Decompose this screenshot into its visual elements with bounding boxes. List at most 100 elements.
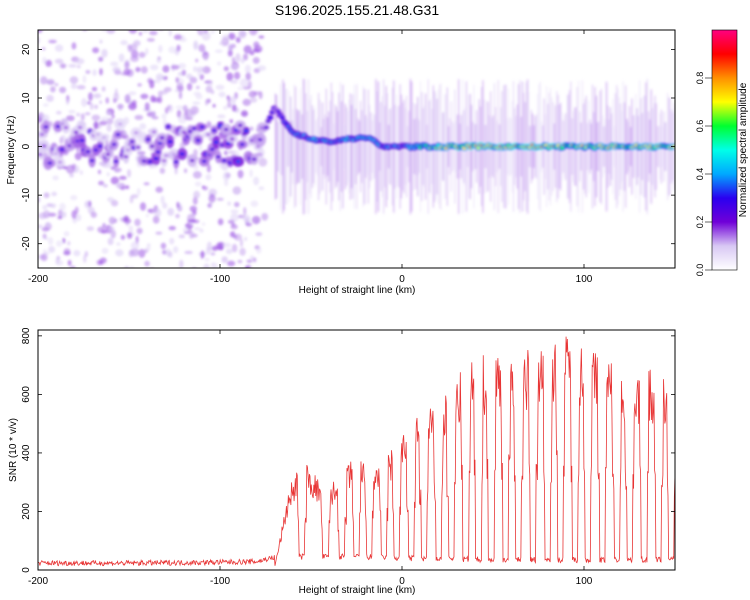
spectrogram-streak <box>301 114 303 179</box>
spectrogram-noise-blob <box>61 211 67 218</box>
spectrogram-ridge-core <box>147 160 153 164</box>
spectrogram-noise-blob <box>124 61 130 70</box>
spectrogram-ridge-core <box>221 159 227 163</box>
spectrogram-streak <box>325 88 327 205</box>
spectrogram-streak <box>287 126 289 167</box>
spectrogram-noise-blob <box>83 254 87 264</box>
spectrogram-noise-blob <box>69 265 76 268</box>
spectrogram-noise-blob <box>261 212 269 221</box>
spectrogram-noise-blob <box>45 221 50 228</box>
spectrogram-streak <box>349 93 352 200</box>
spectrogram-ridge-core <box>101 135 107 140</box>
spectrogram-noise-blob <box>138 31 143 36</box>
spectrogram-noise-blob <box>201 32 211 41</box>
spectrogram-noise-blob <box>249 169 253 178</box>
spectrogram-noise-blob <box>249 126 254 131</box>
snr-x-tick-label: -200 <box>28 576 48 587</box>
spectrogram-ridge-core <box>115 133 121 137</box>
snr-y-tick-label: 600 <box>21 386 32 403</box>
spectrogram-noise-blob <box>154 208 162 218</box>
spectrogram-noise-blob <box>42 103 49 107</box>
spectrogram-noise-blob <box>243 53 248 61</box>
spectrogram-noise-blob <box>136 151 146 156</box>
spectrogram-noise-blob <box>173 268 181 274</box>
spectrogram-streak <box>288 90 291 203</box>
spectrogram-ridge-core <box>57 160 63 164</box>
spectrogram-streak <box>333 123 335 170</box>
spectrogram-streak <box>312 109 315 184</box>
spectrogram-y-tick-label: 10 <box>21 92 32 104</box>
spectrogram-noise-blob <box>139 123 147 130</box>
spectrogram-noise-blob <box>67 259 72 266</box>
spectrogram-noise-blob <box>230 224 238 230</box>
spectrogram-noise-blob <box>38 196 41 203</box>
spectrogram-noise-blob <box>100 21 105 29</box>
spectrogram-noise-blob <box>71 42 77 50</box>
spectrogram-ridge-core <box>268 116 273 120</box>
spectrogram-noise-blob <box>229 79 238 84</box>
spectrogram-noise-blob <box>232 235 238 239</box>
spectrogram-noise-blob <box>226 72 234 82</box>
spectrogram-noise-blob <box>210 89 215 95</box>
spectrogram-noise-blob <box>140 66 148 74</box>
spectrogram-noise-blob <box>111 113 115 119</box>
spectrogram-noise-blob <box>45 59 52 67</box>
spectrogram-noise-blob <box>143 182 150 186</box>
spectrogram-streak <box>368 104 371 189</box>
spectrogram-noise-blob <box>109 226 115 232</box>
spectrogram-noise-blob <box>93 104 99 110</box>
spectrogram-ridge-core <box>236 159 241 164</box>
spectrogram-streak <box>278 119 280 174</box>
spectrogram-noise-blob <box>93 121 99 130</box>
spectrogram-noise-blob <box>128 30 138 34</box>
spectrogram-noise-blob <box>175 105 185 110</box>
spectrogram-y-tick-label: -10 <box>21 187 32 202</box>
spectrogram-noise-blob <box>206 164 212 173</box>
spectrogram-noise-blob <box>88 200 92 208</box>
spectrogram-ridge-core <box>55 124 61 129</box>
spectrogram-ridge-core <box>41 144 47 148</box>
spectrogram-noise-blob <box>149 64 159 71</box>
spectrogram-noise-blob <box>175 76 180 83</box>
spectrogram-noise-blob <box>107 237 114 246</box>
spectrogram-noise-blob <box>205 173 212 181</box>
spectrogram-noise-blob <box>98 57 103 62</box>
spectrogram-noise-blob <box>175 213 180 219</box>
spectrogram-noise-blob <box>196 85 200 90</box>
spectrogram-noise-blob <box>69 76 79 84</box>
spectrogram-noise-blob <box>118 53 125 62</box>
spectrogram-noise-blob <box>120 40 128 46</box>
spectrogram-noise-blob <box>59 202 66 211</box>
spectrogram-ridge-core <box>63 126 69 130</box>
spectrogram-ridge-core <box>43 125 49 129</box>
spectrogram-ridge-core <box>201 159 207 163</box>
spectrogram-noise-blob <box>144 260 150 267</box>
spectrogram-noise-blob <box>187 219 196 223</box>
spectrogram-noise-blob <box>117 103 124 110</box>
spectrogram-noise-blob <box>41 114 50 123</box>
spectrogram-noise-blob <box>110 199 119 207</box>
spectrogram-y-tick-label: 0 <box>21 143 32 149</box>
spectrogram-noise-blob <box>167 104 174 113</box>
spectrogram-streak <box>298 110 301 184</box>
snr-x-tick-label: -100 <box>210 576 230 587</box>
spectrogram-ridge-core <box>89 159 95 163</box>
spectrogram-noise-blob <box>37 269 41 273</box>
spectrogram-noise-blob <box>110 229 117 239</box>
spectrogram-noise-blob <box>227 43 233 51</box>
spectrogram-ridge-core <box>97 144 103 148</box>
spectrogram-ridge-core <box>39 132 45 137</box>
spectrogram-noise-blob <box>115 183 123 188</box>
spectrogram-noise-blob <box>85 69 91 75</box>
spectrogram-noise-blob <box>110 166 116 170</box>
spectrogram-noise-blob <box>152 215 160 224</box>
spectrogram-noise-blob <box>158 44 163 53</box>
spectrogram-noise-blob <box>139 202 147 211</box>
spectrogram-noise-blob <box>74 206 79 214</box>
spectrogram-noise-blob <box>145 19 150 24</box>
spectrogram-noise-blob <box>168 46 176 54</box>
spectrogram-noise-blob <box>122 130 128 136</box>
spectrogram-noise-blob <box>245 271 250 274</box>
spectrogram-streak <box>275 94 278 199</box>
spectrogram-noise-blob <box>245 72 252 81</box>
